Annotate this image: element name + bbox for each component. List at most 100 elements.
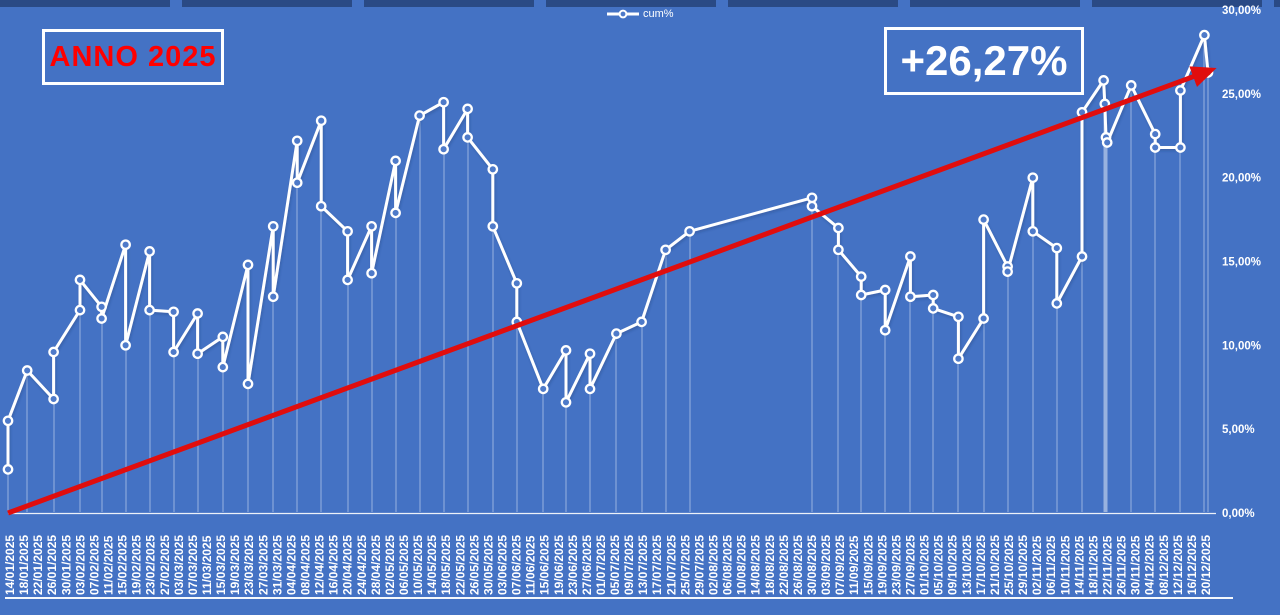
x-tick-label: 12/12/2025 (1171, 535, 1185, 595)
x-tick-label: 19/03/2025 (228, 535, 242, 595)
x-tick-label: 07/06/2025 (510, 535, 524, 595)
data-point-marker (584, 348, 596, 360)
x-tick-label: 10/05/2025 (411, 535, 425, 595)
data-point-marker (291, 135, 303, 147)
x-tick-label: 17/10/2025 (974, 535, 988, 595)
x-tick-label: 25/10/2025 (1002, 535, 1016, 595)
x-tick-label: 19/02/2025 (130, 535, 144, 595)
x-tick-label: 01/07/2025 (594, 535, 608, 595)
data-point-marker (806, 200, 818, 212)
data-point-marker (905, 251, 916, 262)
y-axis-labels: 30,00% 25,00% 20,00% 15,00% 10,00% 5,00% 0,00% (1222, 5, 1261, 520)
x-tick-label: 04/12/2025 (1143, 535, 1157, 595)
data-point-marker (315, 200, 327, 212)
x-tick-label: 03/02/2025 (73, 535, 87, 595)
data-point-marker (879, 284, 891, 296)
series-cum-line[interactable] (6, 33, 1210, 471)
data-point-marker (660, 244, 671, 256)
data-point-marker (1027, 172, 1039, 184)
series-cum-markers (2, 29, 1214, 475)
data-point-marker (833, 222, 844, 234)
data-point-marker (242, 378, 254, 390)
data-point-marker (217, 361, 229, 373)
x-tick-label: 21/07/2025 (664, 535, 678, 595)
x-tick-label: 30/11/2025 (1129, 535, 1143, 595)
x-tick-label: 11/09/2025 (847, 535, 861, 595)
data-point-marker (560, 396, 572, 408)
x-tick-label: 07/09/2025 (833, 535, 847, 595)
data-point-marker (267, 220, 279, 232)
x-tick-label: 23/03/2025 (242, 535, 256, 595)
data-point-marker (315, 115, 327, 127)
legend-cum[interactable]: cum% (606, 8, 674, 20)
x-tick-label: 13/10/2025 (960, 535, 974, 595)
data-point-marker (74, 304, 86, 316)
x-tick-label: 08/04/2025 (298, 535, 312, 595)
data-point-marker (144, 304, 155, 316)
plot-bottom-border (5, 597, 1233, 599)
x-tick-label: 17/07/2025 (650, 535, 664, 595)
x-tick-label: 11/03/2025 (200, 535, 214, 595)
data-point-marker (684, 225, 695, 237)
data-point-marker (74, 274, 86, 286)
x-tick-label: 10/11/2025 (1058, 535, 1072, 595)
data-point-marker (905, 291, 916, 303)
data-point-marker (192, 308, 203, 319)
x-tick-label: 13/07/2025 (636, 535, 650, 595)
x-tick-label: 23/09/2025 (889, 535, 903, 595)
data-point-marker (96, 301, 107, 313)
data-point-marker (192, 348, 203, 360)
x-tick-label: 18/11/2025 (1086, 535, 1100, 595)
data-point-marker (168, 346, 179, 358)
x-tick-label: 20/12/2025 (1199, 535, 1213, 595)
x-tick-label: 29/07/2025 (692, 535, 706, 595)
x-tick-label: 26/11/2025 (1115, 535, 1129, 595)
x-tick-label: 14/05/2025 (425, 535, 439, 595)
data-point-marker (438, 96, 449, 108)
x-tick-label: 15/03/2025 (214, 535, 228, 595)
data-point-marker (1175, 142, 1186, 153)
data-point-marker (217, 331, 229, 343)
x-tick-label: 26/01/2025 (45, 535, 59, 595)
data-point-marker (927, 289, 939, 301)
x-tick-label: 15/09/2025 (861, 535, 875, 595)
x-tick-label: 21/10/2025 (988, 535, 1002, 595)
data-point-marker (168, 306, 179, 318)
x-tick-label: 11/06/2025 (524, 535, 538, 595)
data-point-marker (953, 311, 964, 323)
x-tick-label: 12/04/2025 (313, 535, 327, 595)
total-gain-textbox[interactable]: +26,27% (884, 27, 1084, 95)
data-point-marker (390, 155, 401, 167)
legend-line-marker-icon (607, 9, 639, 19)
x-tick-label: 08/12/2025 (1157, 535, 1171, 595)
x-tick-label: 27/03/2025 (256, 535, 270, 595)
data-point-marker (2, 464, 14, 475)
x-tick-label: 04/04/2025 (284, 535, 298, 595)
trend-arrow-line[interactable] (7, 66, 1217, 516)
x-tick-label: 22/11/2025 (1101, 535, 1115, 595)
data-point-marker (48, 346, 59, 358)
data-point-marker (462, 103, 473, 115)
y-tick-label: 5,00% (1222, 424, 1255, 436)
data-point-marker (120, 239, 131, 251)
y-tick-label: 25,00% (1222, 89, 1261, 101)
data-point-marker (1199, 29, 1210, 41)
y-tick-label: 30,00% (1222, 5, 1261, 17)
x-tick-label: 23/06/2025 (566, 535, 580, 595)
data-point-marker (1002, 266, 1013, 277)
x-tick-label: 27/02/2025 (158, 535, 172, 595)
data-point-marker (1076, 251, 1088, 262)
x-tick-label: 14/01/2025 (3, 535, 17, 595)
data-point-marker (414, 110, 425, 121)
x-tick-label: 18/05/2025 (439, 535, 453, 595)
data-point-marker (584, 383, 596, 395)
x-tick-label: 03/03/2025 (172, 535, 186, 595)
data-point-marker (438, 143, 449, 155)
legend-label: cum% (643, 8, 674, 20)
anno-2025-textbox[interactable]: ANNO 2025 (42, 29, 224, 85)
data-point-marker (537, 383, 549, 395)
x-axis-labels: 14/01/2025 18/01/2025 22/01/2025 26/01/2025… (3, 535, 1213, 595)
window-top-edge (0, 0, 1280, 7)
